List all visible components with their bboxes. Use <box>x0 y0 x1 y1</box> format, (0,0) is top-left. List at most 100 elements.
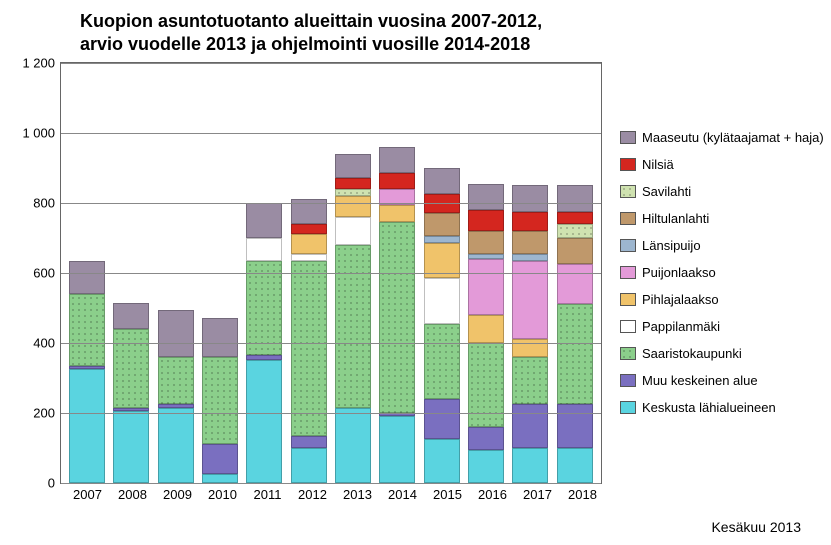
bar-segment-maaseutu <box>557 185 593 211</box>
bar-segment-saaristo <box>202 357 238 445</box>
y-axis-label: 1 000 <box>22 125 55 140</box>
bar-column <box>158 310 194 483</box>
legend-item: Pappilanmäki <box>620 319 824 334</box>
bar-segment-pihlaja <box>379 205 415 223</box>
legend-swatch <box>620 320 636 333</box>
x-axis-label: 2015 <box>430 487 466 502</box>
grid-line <box>61 413 601 414</box>
bar-segment-nilsia <box>468 210 504 231</box>
legend-item: Savilahti <box>620 184 824 199</box>
x-axis-label: 2010 <box>205 487 241 502</box>
y-axis-label: 800 <box>33 195 55 210</box>
title-line1: Kuopion asuntotuotanto alueittain vuosin… <box>80 11 542 31</box>
legend-label: Pihlajalaakso <box>642 292 719 307</box>
y-axis-label: 600 <box>33 265 55 280</box>
legend-swatch <box>620 239 636 252</box>
x-axis-label: 2014 <box>385 487 421 502</box>
bar-segment-puijon <box>557 264 593 304</box>
bar-segment-pappilan <box>335 217 371 245</box>
legend-label: Muu keskeinen alue <box>642 373 758 388</box>
bar-segment-maaseutu <box>69 261 105 294</box>
x-axis-label: 2009 <box>160 487 196 502</box>
bar-column <box>113 303 149 483</box>
x-axis-label: 2017 <box>520 487 556 502</box>
bar-segment-saaristo <box>158 357 194 404</box>
bar-segment-maaseutu <box>335 154 371 179</box>
legend-swatch <box>620 185 636 198</box>
bar-segment-keskusta <box>291 448 327 483</box>
y-axis-label: 1 200 <box>22 55 55 70</box>
bar-segment-keskusta <box>424 439 460 483</box>
legend-label: Puijonlaakso <box>642 265 716 280</box>
bar-segment-nilsia <box>291 224 327 235</box>
bar-segment-saaristo <box>557 304 593 404</box>
bar-segment-maaseutu <box>512 185 548 211</box>
bar-segment-muu <box>202 444 238 474</box>
grid-line <box>61 483 601 484</box>
legend-swatch <box>620 158 636 171</box>
bar-segment-saaristo <box>69 294 105 366</box>
bar-segment-keskusta <box>202 474 238 483</box>
bar-segment-hiltulan <box>557 238 593 264</box>
legend-item: Nilsiä <box>620 157 824 172</box>
bar-segment-saaristo <box>335 245 371 408</box>
bar-segment-muu <box>424 399 460 439</box>
bar-segment-nilsia <box>379 173 415 189</box>
bar-segment-maaseutu <box>202 318 238 357</box>
bar-segment-muu <box>468 427 504 450</box>
bar-segment-savilahti <box>335 189 371 196</box>
bar-segment-saaristo <box>468 343 504 427</box>
x-axis-label: 2011 <box>250 487 286 502</box>
x-axis-label: 2018 <box>565 487 601 502</box>
bar-segment-saaristo <box>512 357 548 404</box>
bar-segment-keskusta <box>335 408 371 483</box>
legend-label: Nilsiä <box>642 157 674 172</box>
legend-label: Keskusta lähialueineen <box>642 400 776 415</box>
bar-segment-maaseutu <box>424 168 460 194</box>
legend-item: Länsipuijo <box>620 238 824 253</box>
bar-segment-muu <box>557 404 593 448</box>
bar-segment-pappilan <box>291 254 327 261</box>
legend-item: Puijonlaakso <box>620 265 824 280</box>
legend: Maaseutu (kylätaajamat + haja) Nilsiä Savi… <box>620 130 824 427</box>
bar-segment-keskusta <box>158 408 194 483</box>
legend-label: Pappilanmäki <box>642 319 720 334</box>
legend-item: Pihlajalaakso <box>620 292 824 307</box>
bar-segment-lansi <box>424 236 460 243</box>
plot-area: 02004006008001 0001 20020072008200920102… <box>60 62 602 484</box>
bar-segment-keskusta <box>468 450 504 483</box>
bar-segment-keskusta <box>379 416 415 483</box>
bar-segment-saaristo <box>379 222 415 413</box>
legend-swatch <box>620 212 636 225</box>
x-axis-label: 2012 <box>295 487 331 502</box>
bar-segment-muu <box>512 404 548 448</box>
legend-item: Saaristokaupunki <box>620 346 824 361</box>
bar-column <box>424 168 460 483</box>
chart-container: Kuopion asuntotuotanto alueittain vuosin… <box>10 10 610 520</box>
bar-segment-puijon <box>468 259 504 315</box>
bar-segment-maaseutu <box>468 184 504 210</box>
bar-column <box>512 185 548 483</box>
bar-segment-nilsia <box>557 212 593 224</box>
bar-segment-pihlaja <box>291 234 327 253</box>
bar-segment-keskusta <box>69 369 105 483</box>
bar-segment-hiltulan <box>424 213 460 236</box>
bar-segment-maaseutu <box>158 310 194 357</box>
bar-segment-pappilan <box>246 238 282 261</box>
legend-label: Maaseutu (kylätaajamat + haja) <box>642 130 824 145</box>
legend-label: Hiltulanlahti <box>642 211 709 226</box>
legend-item: Keskusta lähialueineen <box>620 400 824 415</box>
footer-date: Kesäkuu 2013 <box>711 519 801 535</box>
x-axis-label: 2016 <box>475 487 511 502</box>
grid-line <box>61 63 601 64</box>
legend-item: Muu keskeinen alue <box>620 373 824 388</box>
legend-label: Länsipuijo <box>642 238 701 253</box>
legend-item: Hiltulanlahti <box>620 211 824 226</box>
legend-swatch <box>620 266 636 279</box>
bar-column <box>69 261 105 483</box>
legend-swatch <box>620 401 636 414</box>
bar-segment-saaristo <box>246 261 282 356</box>
legend-swatch <box>620 131 636 144</box>
bar-segment-keskusta <box>113 411 149 483</box>
grid-line <box>61 133 601 134</box>
